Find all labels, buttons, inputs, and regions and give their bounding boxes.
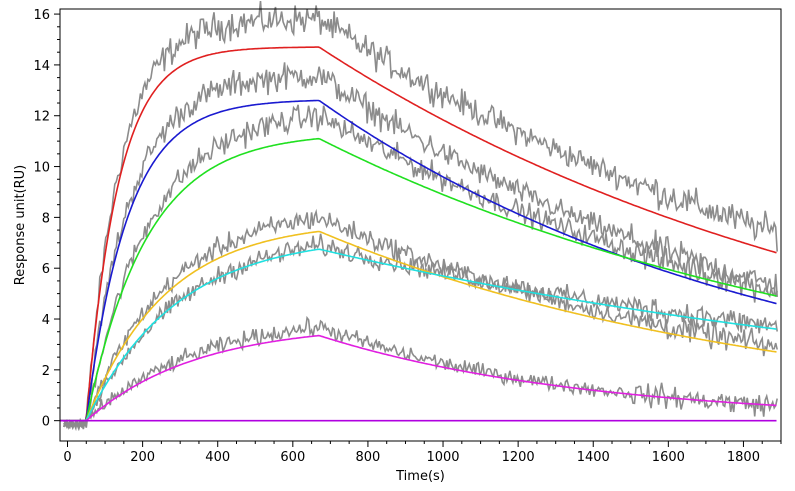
raw-trace-3 <box>63 104 778 432</box>
x-tick-label: 400 <box>205 450 230 465</box>
x-tick-label: 1800 <box>727 450 760 465</box>
x-tick-label: 800 <box>356 450 381 465</box>
fit-curve-5 <box>60 248 777 422</box>
raw-trace-6 <box>63 315 778 429</box>
x-tick-label: 1200 <box>502 450 535 465</box>
fit-curve-6 <box>60 334 777 422</box>
fit-curve-3 <box>60 137 777 422</box>
y-tick-label: 10 <box>33 161 50 176</box>
x-axis: 0 200 400 600 800 1000 1200 1400 1600 1800 <box>63 441 782 465</box>
y-axis-title: Response unit(RU) <box>13 165 28 285</box>
x-tick-label: 1600 <box>652 450 685 465</box>
y-tick-label: 2 <box>42 364 50 379</box>
plot-frame <box>59 8 782 442</box>
y-tick-label: 16 <box>33 8 50 23</box>
x-tick-label: 1400 <box>577 450 610 465</box>
raw-trace-1 <box>63 1 778 431</box>
y-axis: 0 2 4 6 8 10 12 14 16 <box>33 8 60 430</box>
x-axis-title: Time(s) <box>395 469 445 484</box>
y-tick-label: 0 <box>42 415 50 430</box>
fit-curve-2 <box>60 99 777 422</box>
y-tick-label: 6 <box>42 262 50 277</box>
fit-curves-layer <box>60 46 777 422</box>
raw-trace-2 <box>63 62 778 432</box>
fit-curve-1 <box>60 46 777 422</box>
y-tick-label: 8 <box>42 211 50 226</box>
y-tick-label: 14 <box>33 59 50 74</box>
raw-trace-4 <box>63 208 778 429</box>
x-tick-label: 0 <box>63 450 71 465</box>
fit-curve-4 <box>60 230 777 422</box>
x-tick-label: 600 <box>280 450 305 465</box>
y-tick-label: 12 <box>33 110 50 125</box>
x-tick-label: 200 <box>130 450 155 465</box>
y-tick-label: 4 <box>42 313 50 328</box>
raw-curves-layer <box>63 1 778 432</box>
x-tick-label: 1000 <box>426 450 459 465</box>
